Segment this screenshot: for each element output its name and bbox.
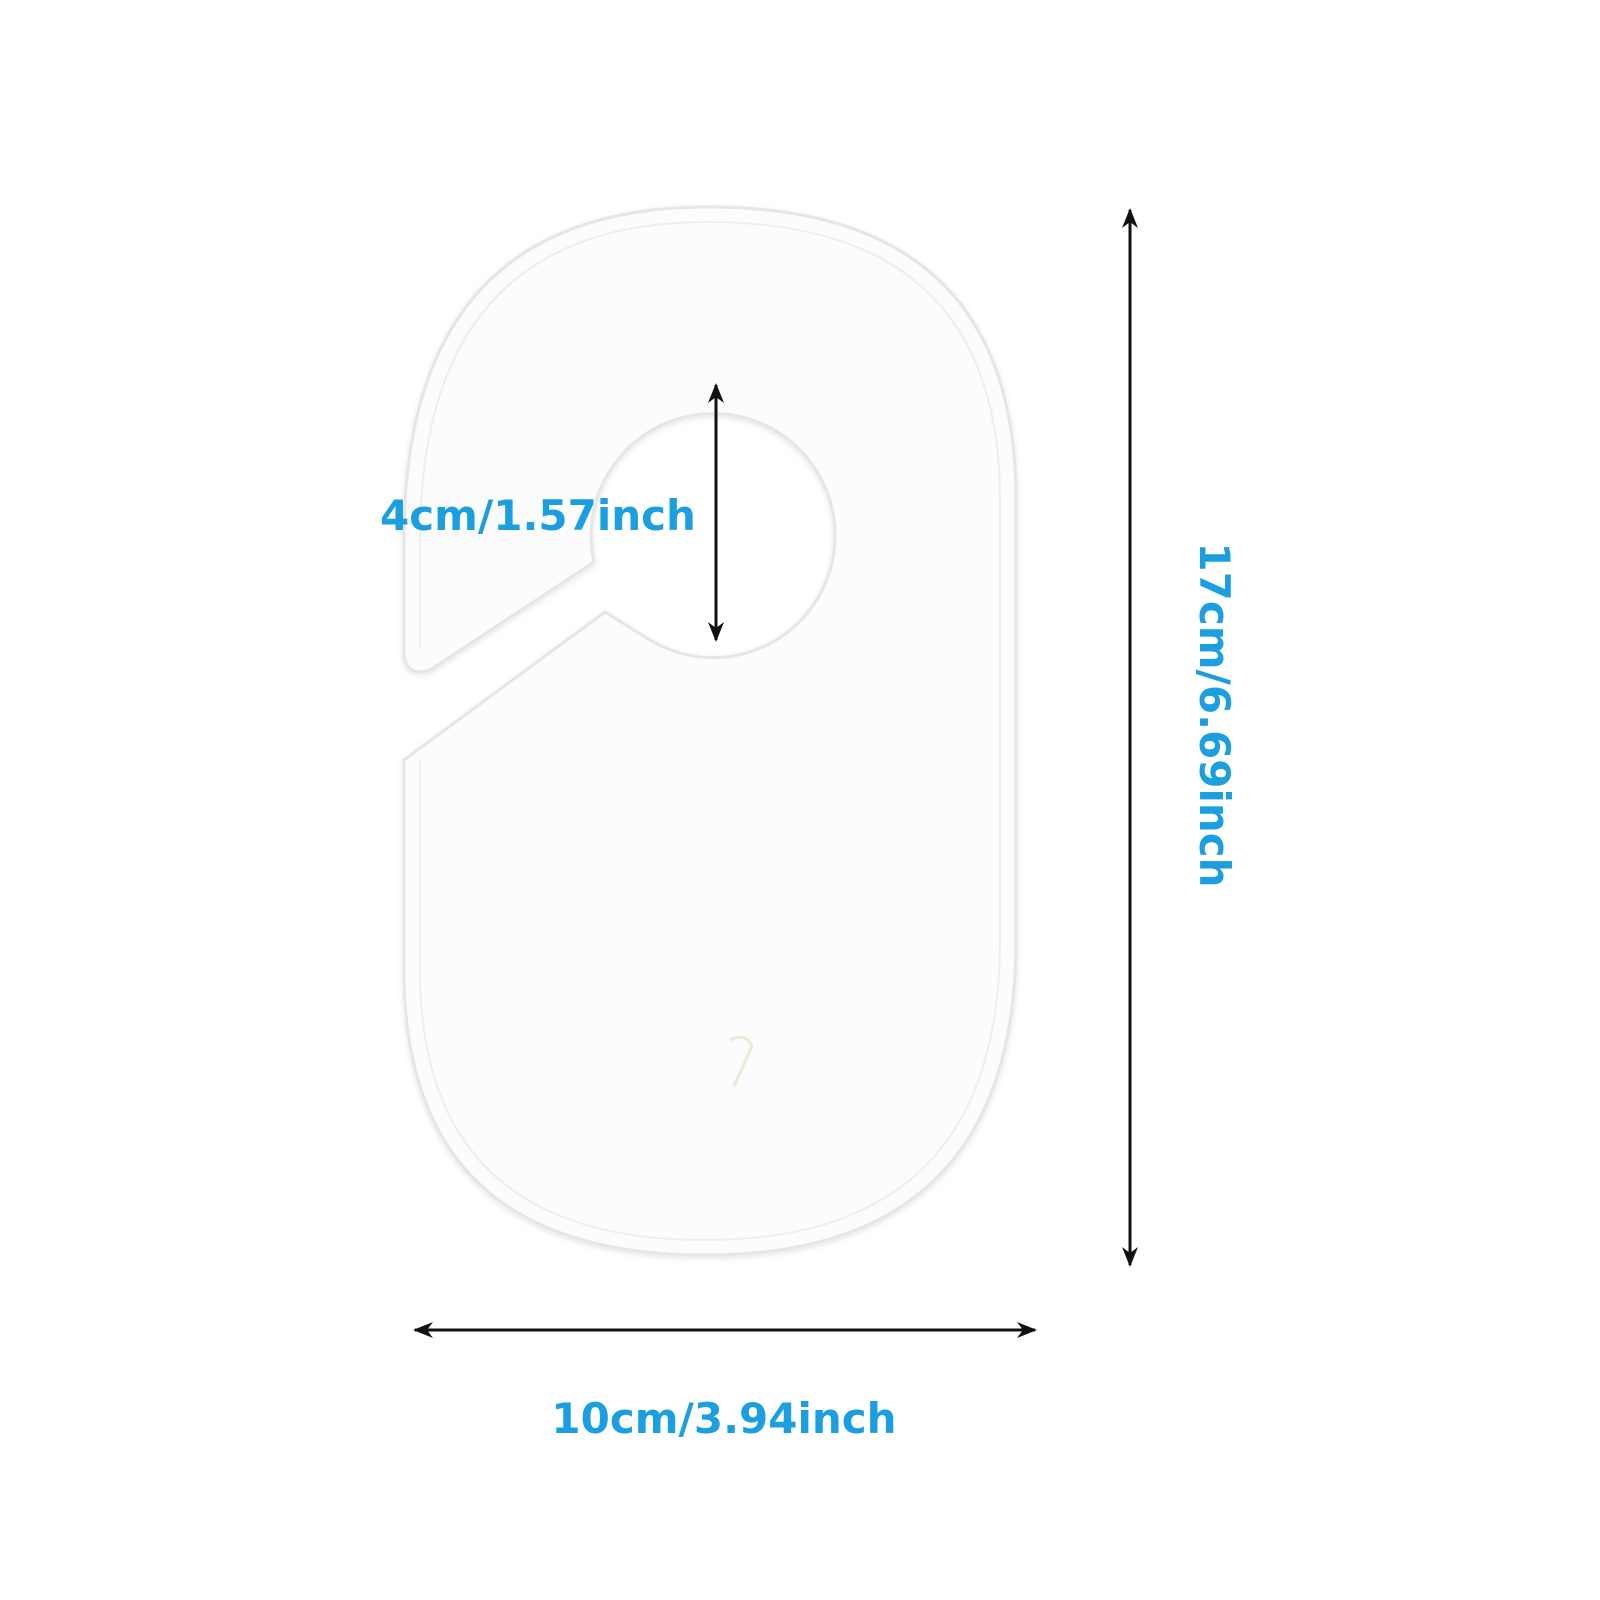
size-divider-hanger-tag-icon	[402, 205, 1018, 1257]
tag-inner-edge	[419, 220, 1001, 1242]
hole-diameter-label: 4cm/1.57inch	[380, 491, 696, 540]
width-label: 10cm/3.94inch	[551, 1394, 896, 1443]
tag-mark	[729, 1035, 754, 1087]
height-label: 17cm/6.69inch	[1190, 542, 1239, 887]
tag-body	[402, 205, 1018, 1257]
